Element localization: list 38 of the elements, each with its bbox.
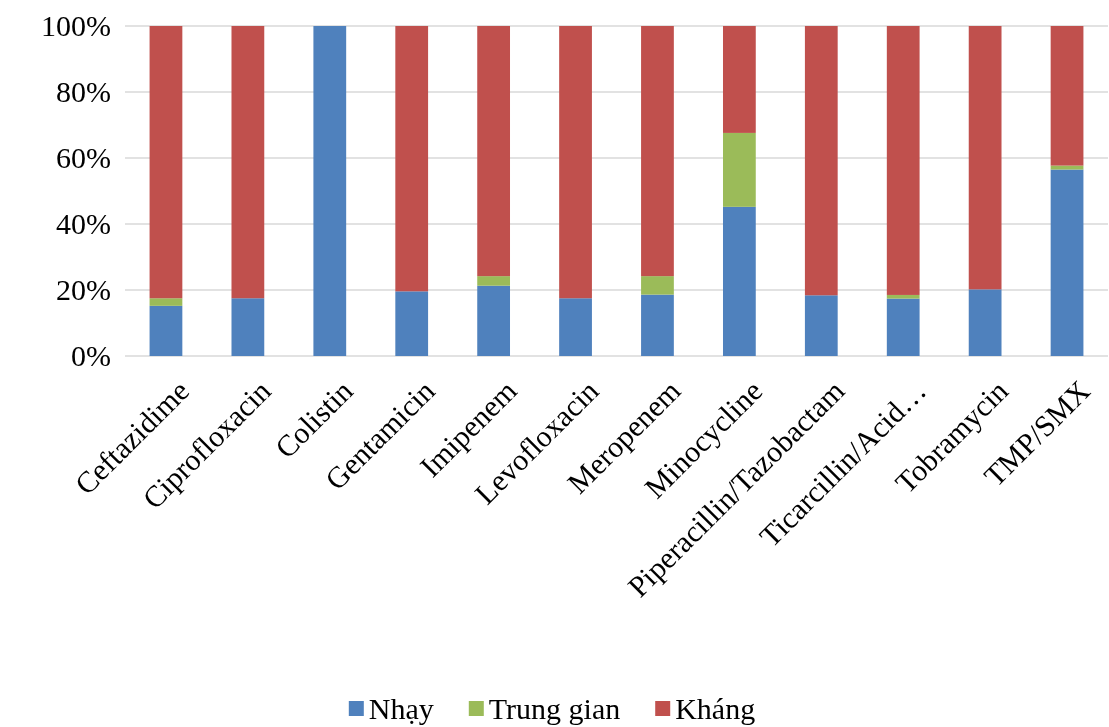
bar	[968, 26, 1002, 290]
bar	[722, 132, 756, 207]
bar	[477, 285, 511, 356]
bar	[313, 26, 347, 356]
bar	[149, 26, 183, 299]
bar	[1050, 165, 1084, 170]
bar	[231, 26, 265, 299]
y-tick-label: 80%	[56, 75, 111, 109]
bar	[149, 298, 183, 306]
y-tick-label: 40%	[56, 207, 111, 241]
bar	[886, 298, 920, 356]
bar	[641, 276, 674, 295]
bar	[641, 26, 674, 277]
legend-label: Kháng	[675, 691, 756, 725]
bar	[559, 26, 592, 299]
bar	[559, 298, 592, 356]
bar	[395, 26, 429, 292]
y-tick-label: 20%	[56, 273, 111, 307]
bar	[968, 289, 1002, 356]
y-tick-label: 60%	[56, 141, 111, 175]
legend-label: Trung gian	[488, 691, 621, 725]
bar	[886, 294, 920, 299]
bar	[231, 298, 265, 356]
bar	[477, 26, 511, 277]
bar	[804, 26, 838, 296]
y-tick-label: 0%	[71, 339, 111, 373]
legend-label: Nhạy	[368, 691, 434, 725]
bar	[886, 26, 920, 295]
bar	[722, 26, 756, 133]
y-tick-label: 100%	[41, 9, 111, 43]
bar	[477, 276, 511, 286]
bar	[722, 206, 756, 356]
bar	[804, 295, 838, 356]
bar	[1050, 26, 1084, 166]
bar	[641, 294, 674, 356]
bar	[149, 305, 183, 356]
bar	[395, 291, 429, 356]
bar	[1050, 169, 1084, 356]
